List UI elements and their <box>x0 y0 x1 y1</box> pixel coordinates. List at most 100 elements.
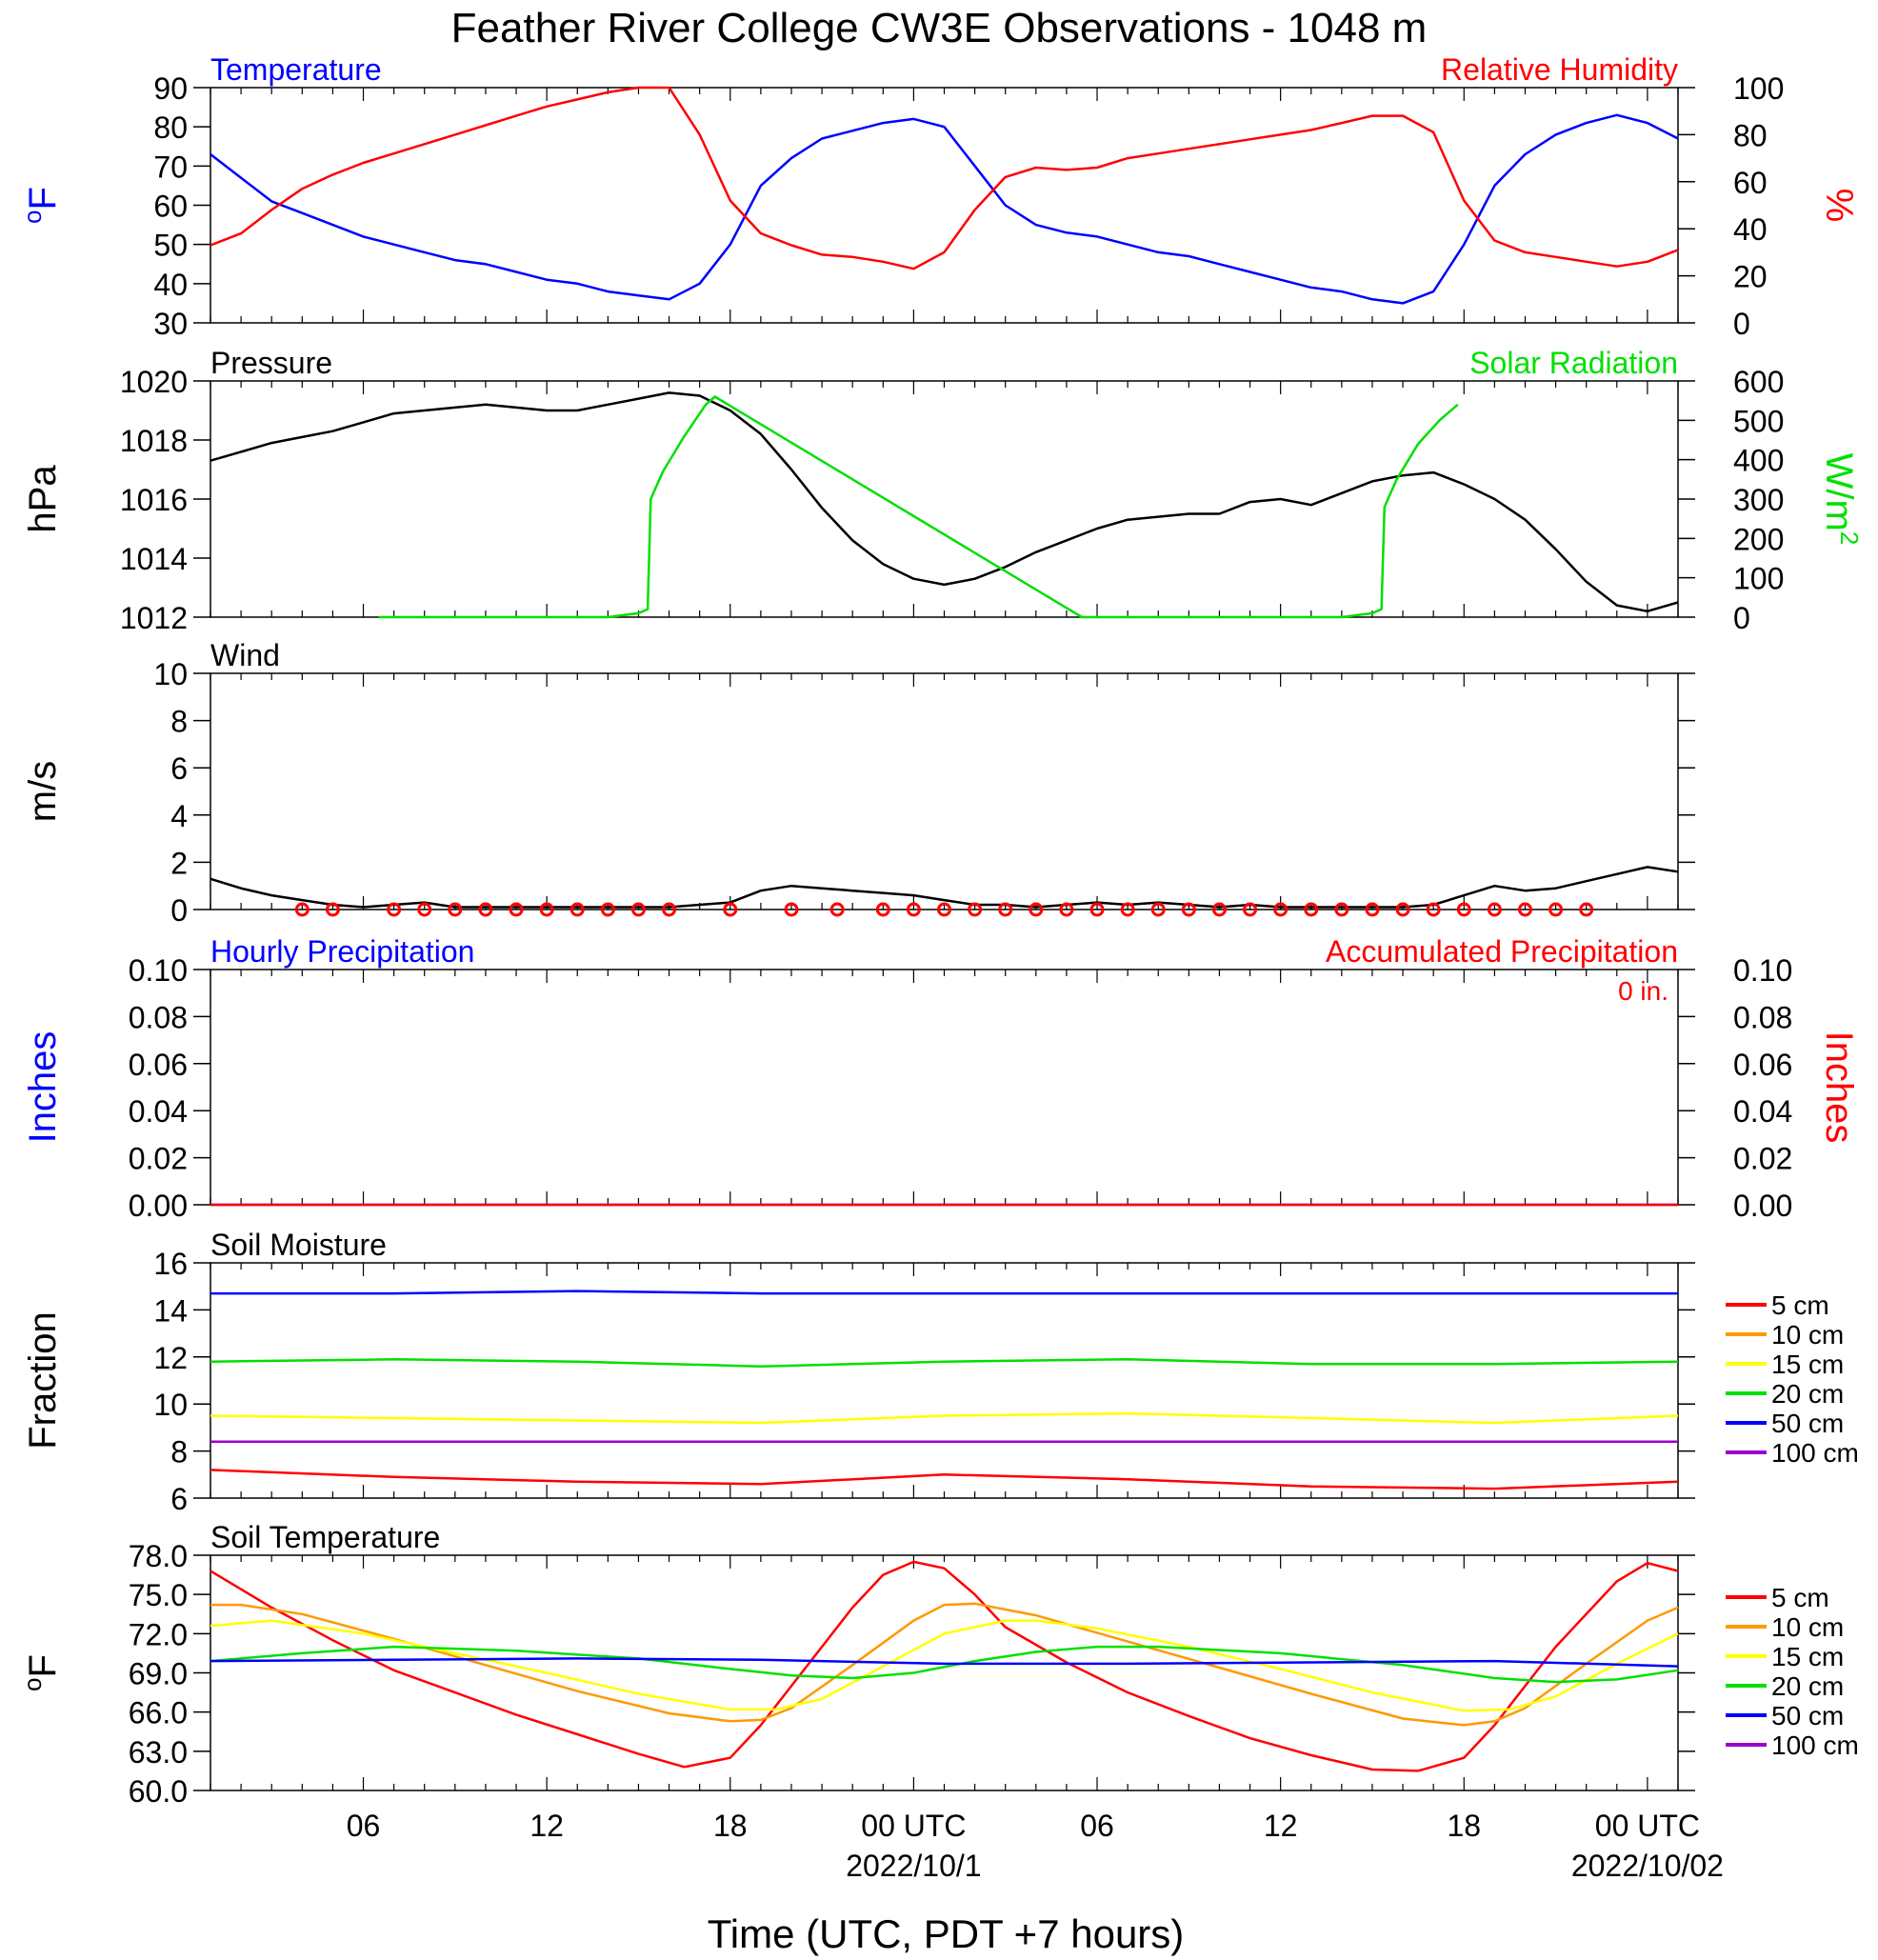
right-tick-label: 100 <box>1733 71 1784 106</box>
figure-title: Feather River College CW3E Observations … <box>451 5 1428 51</box>
wind-barb <box>1243 902 1258 917</box>
series-soil_moisture-50-cm <box>210 1290 1678 1295</box>
left-tick-label: 63.0 <box>129 1735 188 1770</box>
left-tick-label: 6 <box>170 751 188 786</box>
series-soil_temperature-15-cm <box>210 1619 1679 1712</box>
series-pressure_solar-solar-radiation <box>378 395 1459 619</box>
wind-barb <box>294 902 310 917</box>
legend-label-20cm: 20 cm <box>1771 1379 1844 1409</box>
series-soil_temperature-10-cm <box>210 1602 1679 1727</box>
legend-label-5cm: 5 cm <box>1771 1583 1829 1612</box>
wind-barb <box>723 902 738 917</box>
pressure_solar-left-title: Pressure <box>210 346 332 380</box>
wind-barb <box>1150 902 1166 917</box>
soil_temperature-x-ticks <box>210 1555 1679 1790</box>
precipitation-right-axis-label-text: Inches <box>1818 1031 1860 1144</box>
left-tick-label: 1016 <box>120 483 188 517</box>
left-tick-label: 78.0 <box>129 1539 188 1573</box>
accumulated-total-label: 0 in. <box>1618 976 1668 1006</box>
left-tick-label: 6 <box>170 1482 188 1516</box>
right-tick-label: 400 <box>1733 444 1784 478</box>
soil_moisture-x-ticks <box>210 1263 1679 1498</box>
wind-barb <box>968 902 983 917</box>
wind-barb <box>1211 902 1227 917</box>
x-tick-label: 18 <box>1447 1809 1481 1843</box>
left-tick-label: 30 <box>153 307 188 341</box>
wind-barb <box>1456 902 1471 917</box>
left-tick-label: 0.10 <box>129 953 188 988</box>
series-soil_temperature-5-cm <box>210 1560 1679 1772</box>
precipitation-right-axis: 0.00 0.02 0.04 0.06 0.08 0.10 <box>1678 953 1792 1223</box>
pressure_solar-left-axis: 1012 1014 1016 1018 1020 <box>120 365 210 635</box>
pressure_solar-right-axis-label-text: W/m2 <box>1818 453 1864 546</box>
right-tick-label: 0.10 <box>1733 953 1792 988</box>
wind-barb <box>1334 902 1349 917</box>
left-tick-label: 4 <box>170 799 188 833</box>
temperature_humidity-x-ticks <box>210 88 1679 323</box>
pressure_solar-right-axis-label: W/m2 <box>1818 453 1864 546</box>
x-tick-label: 06 <box>1080 1809 1114 1843</box>
legend-label-100cm: 100 cm <box>1771 1438 1859 1468</box>
left-tick-label: 12 <box>153 1341 188 1375</box>
wind-barb <box>325 902 340 917</box>
left-tick-label: 66.0 <box>129 1696 188 1730</box>
left-tick-label: 1014 <box>120 542 188 576</box>
x-axis-title: Time (UTC, PDT +7 hours) <box>708 1911 1185 1956</box>
temperature_humidity-right-axis-label-text: % <box>1818 189 1860 223</box>
right-tick-label: 0.08 <box>1733 1000 1792 1034</box>
wind-left-axis-label: m/s <box>22 761 64 822</box>
left-tick-label: 14 <box>153 1293 188 1328</box>
left-tick-label: 10 <box>153 657 188 691</box>
right-tick-label: 0.06 <box>1733 1048 1792 1082</box>
wind-barb <box>1548 902 1564 917</box>
left-tick-label: 90 <box>153 71 188 106</box>
x-axis-tick-labels: 06 12 18 00 UTC 06 12 18 00 UTC 2022/10/1 2022/10… <box>347 1809 1724 1883</box>
soil_moisture-left-title: Soil Moisture <box>210 1228 387 1262</box>
right-tick-label: 500 <box>1733 404 1784 438</box>
wind-barb <box>1273 902 1289 917</box>
wind-barb <box>662 902 677 917</box>
left-tick-label: 10 <box>153 1388 188 1422</box>
right-tick-label: 0.04 <box>1733 1094 1792 1129</box>
wind-barb <box>387 902 402 917</box>
legend-label-100cm: 100 cm <box>1771 1730 1859 1760</box>
series-temperature_humidity-relative-humidity <box>210 86 1679 270</box>
left-tick-label: 8 <box>170 705 188 739</box>
wind-barb <box>1487 902 1502 917</box>
panel-precipitation: 0.000.020.040.060.080.10Inches0.000.020.… <box>22 934 1860 1223</box>
left-tick-label: 0.02 <box>129 1142 188 1176</box>
wind-barb <box>478 902 493 917</box>
precipitation-right-axis-label: Inches <box>1818 1031 1860 1144</box>
left-tick-label: 0.08 <box>129 1000 188 1034</box>
wind-barb <box>937 902 951 917</box>
wind-barb <box>1029 902 1044 917</box>
wind-barb <box>630 902 646 917</box>
precipitation-left-title: Hourly Precipitation <box>210 934 474 969</box>
precipitation-left-axis: 0.00 0.02 0.04 0.06 0.08 0.10 <box>129 953 210 1223</box>
left-tick-label: 69.0 <box>129 1657 188 1691</box>
right-tick-label: 600 <box>1733 365 1784 399</box>
wind-barb <box>875 902 890 917</box>
wind-barb <box>1089 902 1105 917</box>
legend-label-15cm: 15 cm <box>1771 1642 1844 1671</box>
wind-barb <box>1426 902 1441 917</box>
series-soil_temperature-20-cm <box>210 1645 1679 1684</box>
pressure_solar-left-axis-label-text: hPa <box>22 465 64 533</box>
right-tick-label: 300 <box>1733 483 1784 517</box>
wind-left-axis: 0 2 4 6 8 10 <box>153 657 1695 928</box>
left-tick-label: 1012 <box>120 601 188 635</box>
temperature_humidity-right-title: Relative Humidity <box>1441 52 1678 87</box>
soil_moisture-left-axis-label-text: Fraction <box>22 1311 64 1450</box>
soil_moisture-left-axis: 6 8 10 12 14 16 <box>153 1247 1695 1516</box>
temperature_humidity-right-axis-label: % <box>1818 189 1860 223</box>
right-tick-label: 0.02 <box>1733 1142 1792 1176</box>
x-tick-label: 00 UTC <box>861 1809 966 1843</box>
temperature_humidity-left-axis-label: oF <box>18 187 64 224</box>
wind-barb <box>1579 902 1594 917</box>
left-tick-label: 80 <box>153 110 188 145</box>
x-date-label: 2022/10/02 <box>1571 1849 1724 1883</box>
precipitation-left-axis-label: Inches <box>22 1031 64 1144</box>
right-tick-label: 20 <box>1733 260 1768 294</box>
left-tick-label: 0.04 <box>129 1094 188 1129</box>
